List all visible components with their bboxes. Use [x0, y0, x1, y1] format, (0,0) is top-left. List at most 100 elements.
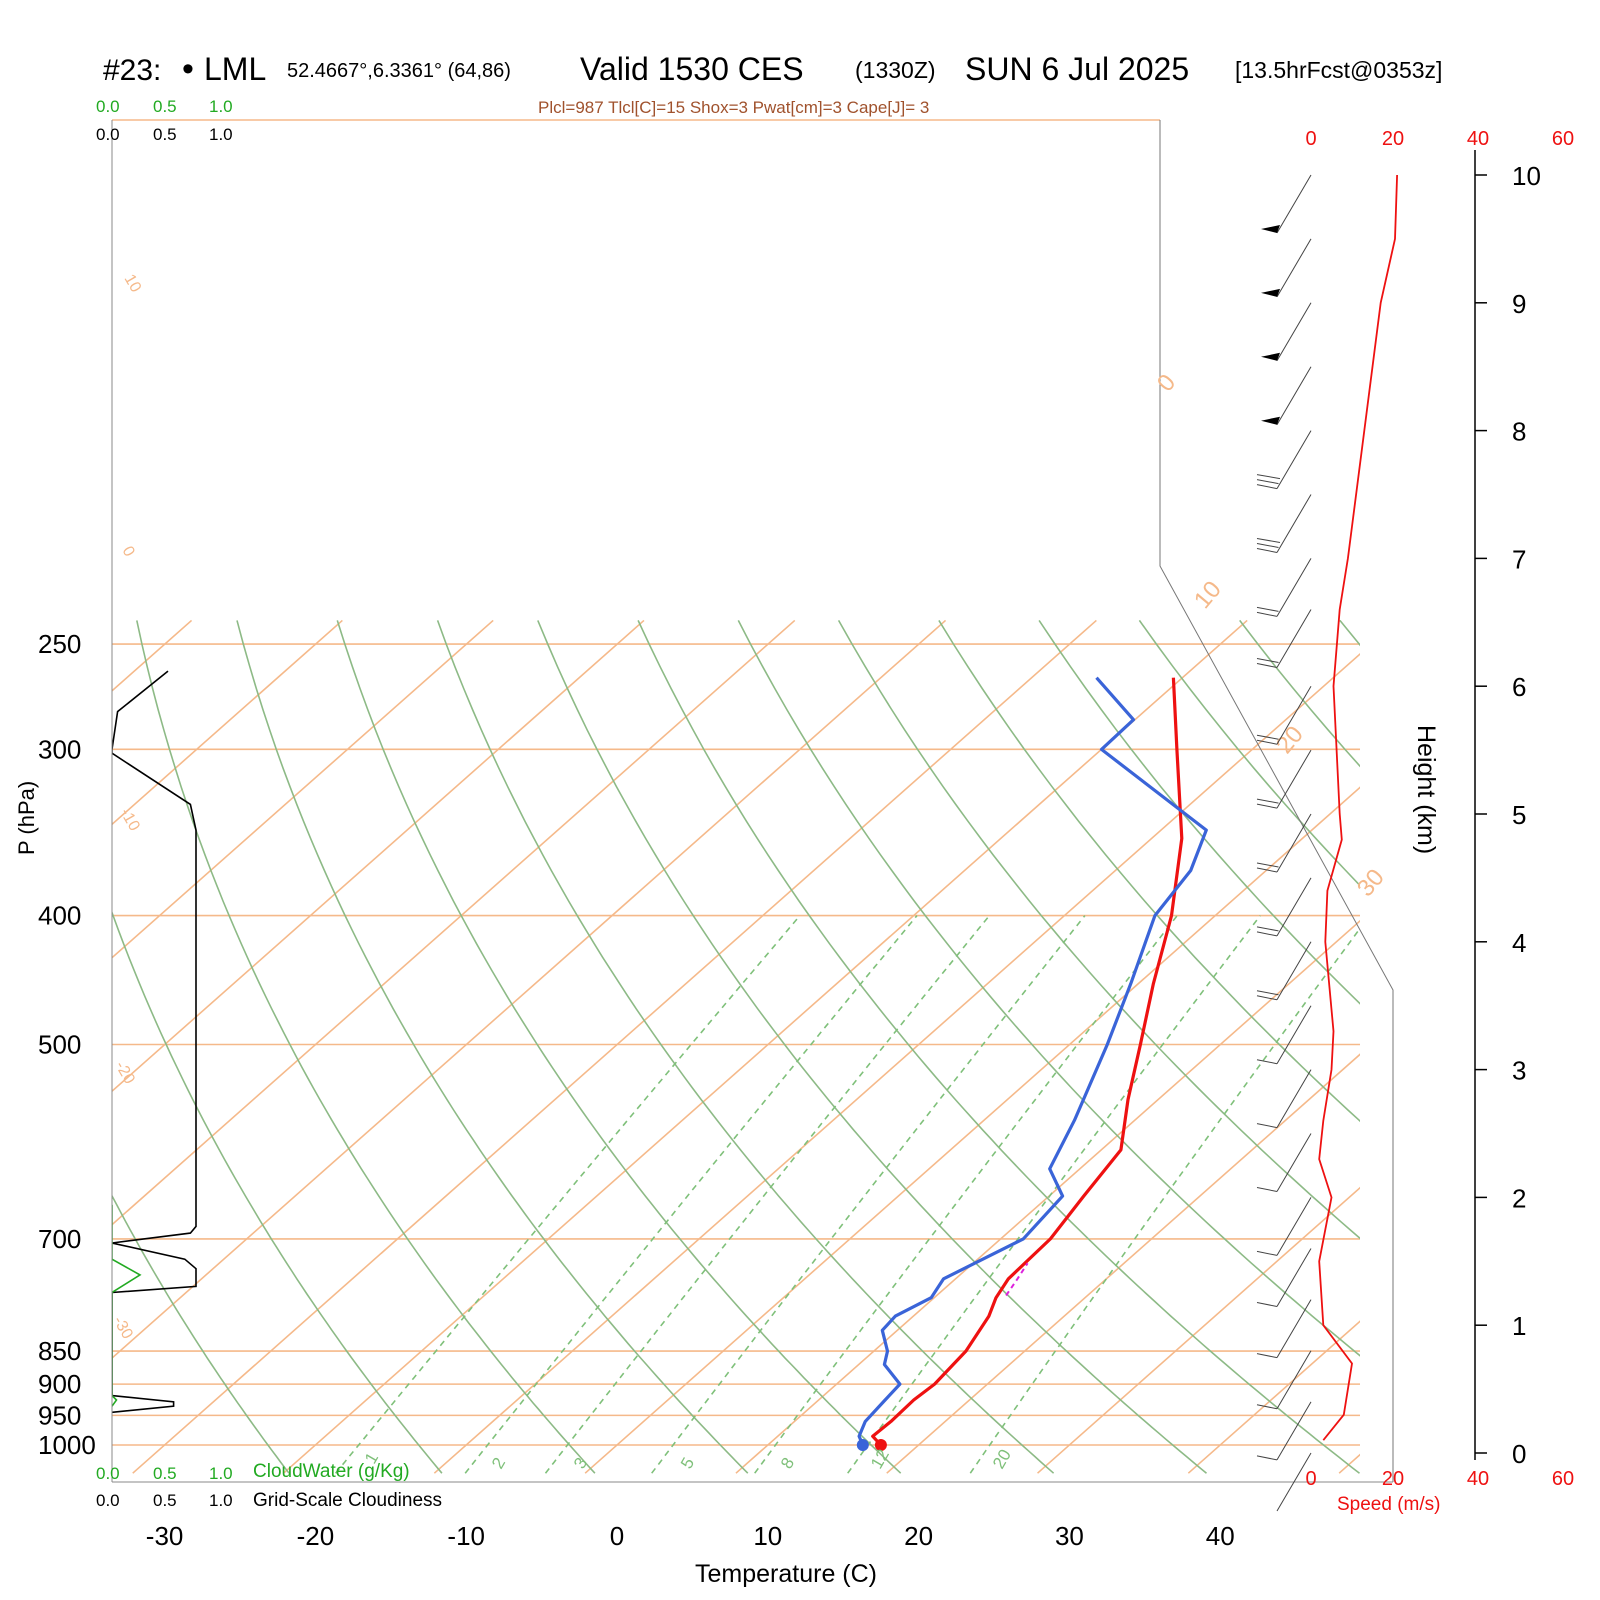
dry-adiabat-lines	[112, 619, 1600, 1474]
wind-speed-profile	[1318, 174, 1398, 1441]
wind-barb-feather	[1256, 606, 1279, 612]
temperature-tick-label: 10	[753, 1521, 782, 1551]
temperature-tick-label: -30	[146, 1521, 184, 1551]
wind-barb-feather	[1256, 1123, 1278, 1129]
dry-adiabat-line	[537, 620, 1208, 1474]
wind-barb	[1256, 1350, 1312, 1410]
wind-barb-staff	[1276, 430, 1312, 489]
isotherm-line	[584, 786, 1360, 1474]
wind-barb	[1256, 1005, 1312, 1065]
isotherm-label: 0	[1152, 369, 1181, 397]
mixing-ratio-label: 5	[677, 1454, 698, 1472]
isotherm-line	[0, 620, 41, 1473]
pressure-tick-label: 1000	[38, 1430, 96, 1460]
isotherm-line	[1037, 1186, 1360, 1474]
wind-barb-staff	[1276, 813, 1312, 873]
mixing-ratio-line	[334, 915, 801, 1474]
speed-tick-label-top: 40	[1467, 128, 1489, 150]
height-tick-label: 7	[1512, 544, 1526, 574]
wind-barb-feather	[1256, 1187, 1278, 1192]
station-name: LML	[204, 51, 266, 87]
mixing-ratio-label: 12	[867, 1446, 893, 1472]
speed-tick-label-top: 0	[1305, 128, 1316, 150]
wind-barb	[1256, 1133, 1312, 1192]
wind-barb-feather	[1256, 1302, 1278, 1308]
height-tick-label: 6	[1512, 672, 1526, 702]
wind-barb-staff	[1276, 1197, 1312, 1256]
mixing-ratio-line	[651, 915, 1086, 1474]
height-tick-label: 8	[1512, 417, 1526, 447]
wind-barb-flag	[1261, 288, 1280, 297]
wind-barb-staff	[1276, 174, 1312, 234]
cloudwater-tick-bottom-0: 0.0	[96, 1464, 120, 1483]
wind-barb-staff	[1276, 941, 1312, 1001]
temperature-tick-label: -10	[447, 1521, 485, 1551]
mixing-ratio-label: 20	[989, 1446, 1015, 1472]
wind-barb	[1276, 1452, 1312, 1512]
isobar-lines	[112, 643, 1360, 1446]
pressure-tick-label: 400	[38, 901, 81, 931]
wind-barb-feather	[1256, 1059, 1278, 1065]
speed-tick-label-bottom: 40	[1467, 1468, 1489, 1490]
pressure-tick-label: 300	[38, 734, 81, 764]
wind-barb-feather	[1256, 803, 1278, 809]
pressure-tick-label: 250	[38, 629, 81, 659]
speed-tick-label-bottom: 20	[1382, 1468, 1404, 1490]
isotherm-label: 30	[1352, 864, 1390, 902]
wind-barb	[1261, 302, 1312, 362]
wind-barb-flag	[1261, 352, 1280, 361]
wind-barb	[1256, 1299, 1312, 1359]
wind-barb-staff	[1276, 1299, 1312, 1358]
valid-date: SUN 6 Jul 2025	[965, 51, 1189, 87]
isotherm-label: 0	[119, 544, 138, 560]
isotherm-line	[112, 619, 796, 1226]
isotherm-label: 10	[1189, 576, 1227, 614]
wind-barb-feather	[1256, 1250, 1278, 1256]
wind-barb-staff	[1276, 685, 1312, 745]
temperature-tick-label: 40	[1206, 1521, 1235, 1551]
wind-barb	[1256, 430, 1312, 490]
height-axis-label: Height (km)	[1412, 725, 1440, 854]
cloudwater-tick-top-1: 0.5	[153, 97, 177, 116]
wind-barb	[1261, 174, 1312, 234]
wind-barb-staff	[1276, 1133, 1312, 1192]
wind-barb	[1256, 685, 1312, 745]
mixing-ratio-labels: 1 2 3 5 8 12 20	[361, 1446, 1015, 1472]
isotherm-line	[735, 919, 1360, 1474]
dry-adiabat-line	[938, 619, 1360, 1123]
isotherm-label: -20	[112, 1059, 138, 1088]
y-axis-label: P (hPa)	[14, 781, 39, 855]
wind-barb	[1256, 1069, 1312, 1129]
dry-adiabat-line	[112, 910, 443, 1474]
wind-barb	[1256, 494, 1312, 553]
wind-barb-staff	[1276, 609, 1312, 668]
wind-barb-feather	[1256, 1353, 1278, 1359]
temperature-line	[871, 677, 1184, 1447]
wind-barb-staff	[1276, 877, 1312, 937]
isotherm-line	[1490, 620, 1600, 1473]
valid-label: Valid 1530 CES	[580, 51, 804, 87]
cloudiness-tick-bottom-2: 1.0	[209, 1491, 233, 1510]
dry-adiabat-line	[436, 620, 1055, 1474]
wind-barb	[1256, 749, 1312, 809]
mixing-ratio-line	[464, 915, 918, 1474]
wind-barb-staff	[1276, 1452, 1312, 1512]
dry-adiabat-line	[1541, 620, 1600, 1473]
height-tick-label: 0	[1512, 1439, 1526, 1469]
dewpoint-line	[857, 676, 1208, 1446]
pressure-tick-label: 850	[38, 1336, 81, 1366]
isotherm-line	[132, 619, 1097, 1474]
dry-adiabat-line	[837, 620, 1360, 1240]
station-location: 52.4667°,6.3361° (64,86)	[287, 60, 511, 82]
isotherm-line	[112, 619, 947, 1360]
wind-barb-staff	[1276, 1005, 1312, 1064]
isotherm-line	[433, 652, 1360, 1474]
mixing-ratio-line	[544, 915, 991, 1474]
height-tick-label: 10	[1512, 161, 1541, 191]
mixing-ratio-line	[754, 915, 1178, 1474]
dry-adiabat-line	[112, 1194, 290, 1474]
wind-barb-feather	[1256, 474, 1281, 480]
wind-barb-staff	[1276, 1401, 1312, 1461]
wind-barb-staff	[1276, 749, 1312, 809]
wind-barb-panel	[1256, 174, 1312, 1512]
